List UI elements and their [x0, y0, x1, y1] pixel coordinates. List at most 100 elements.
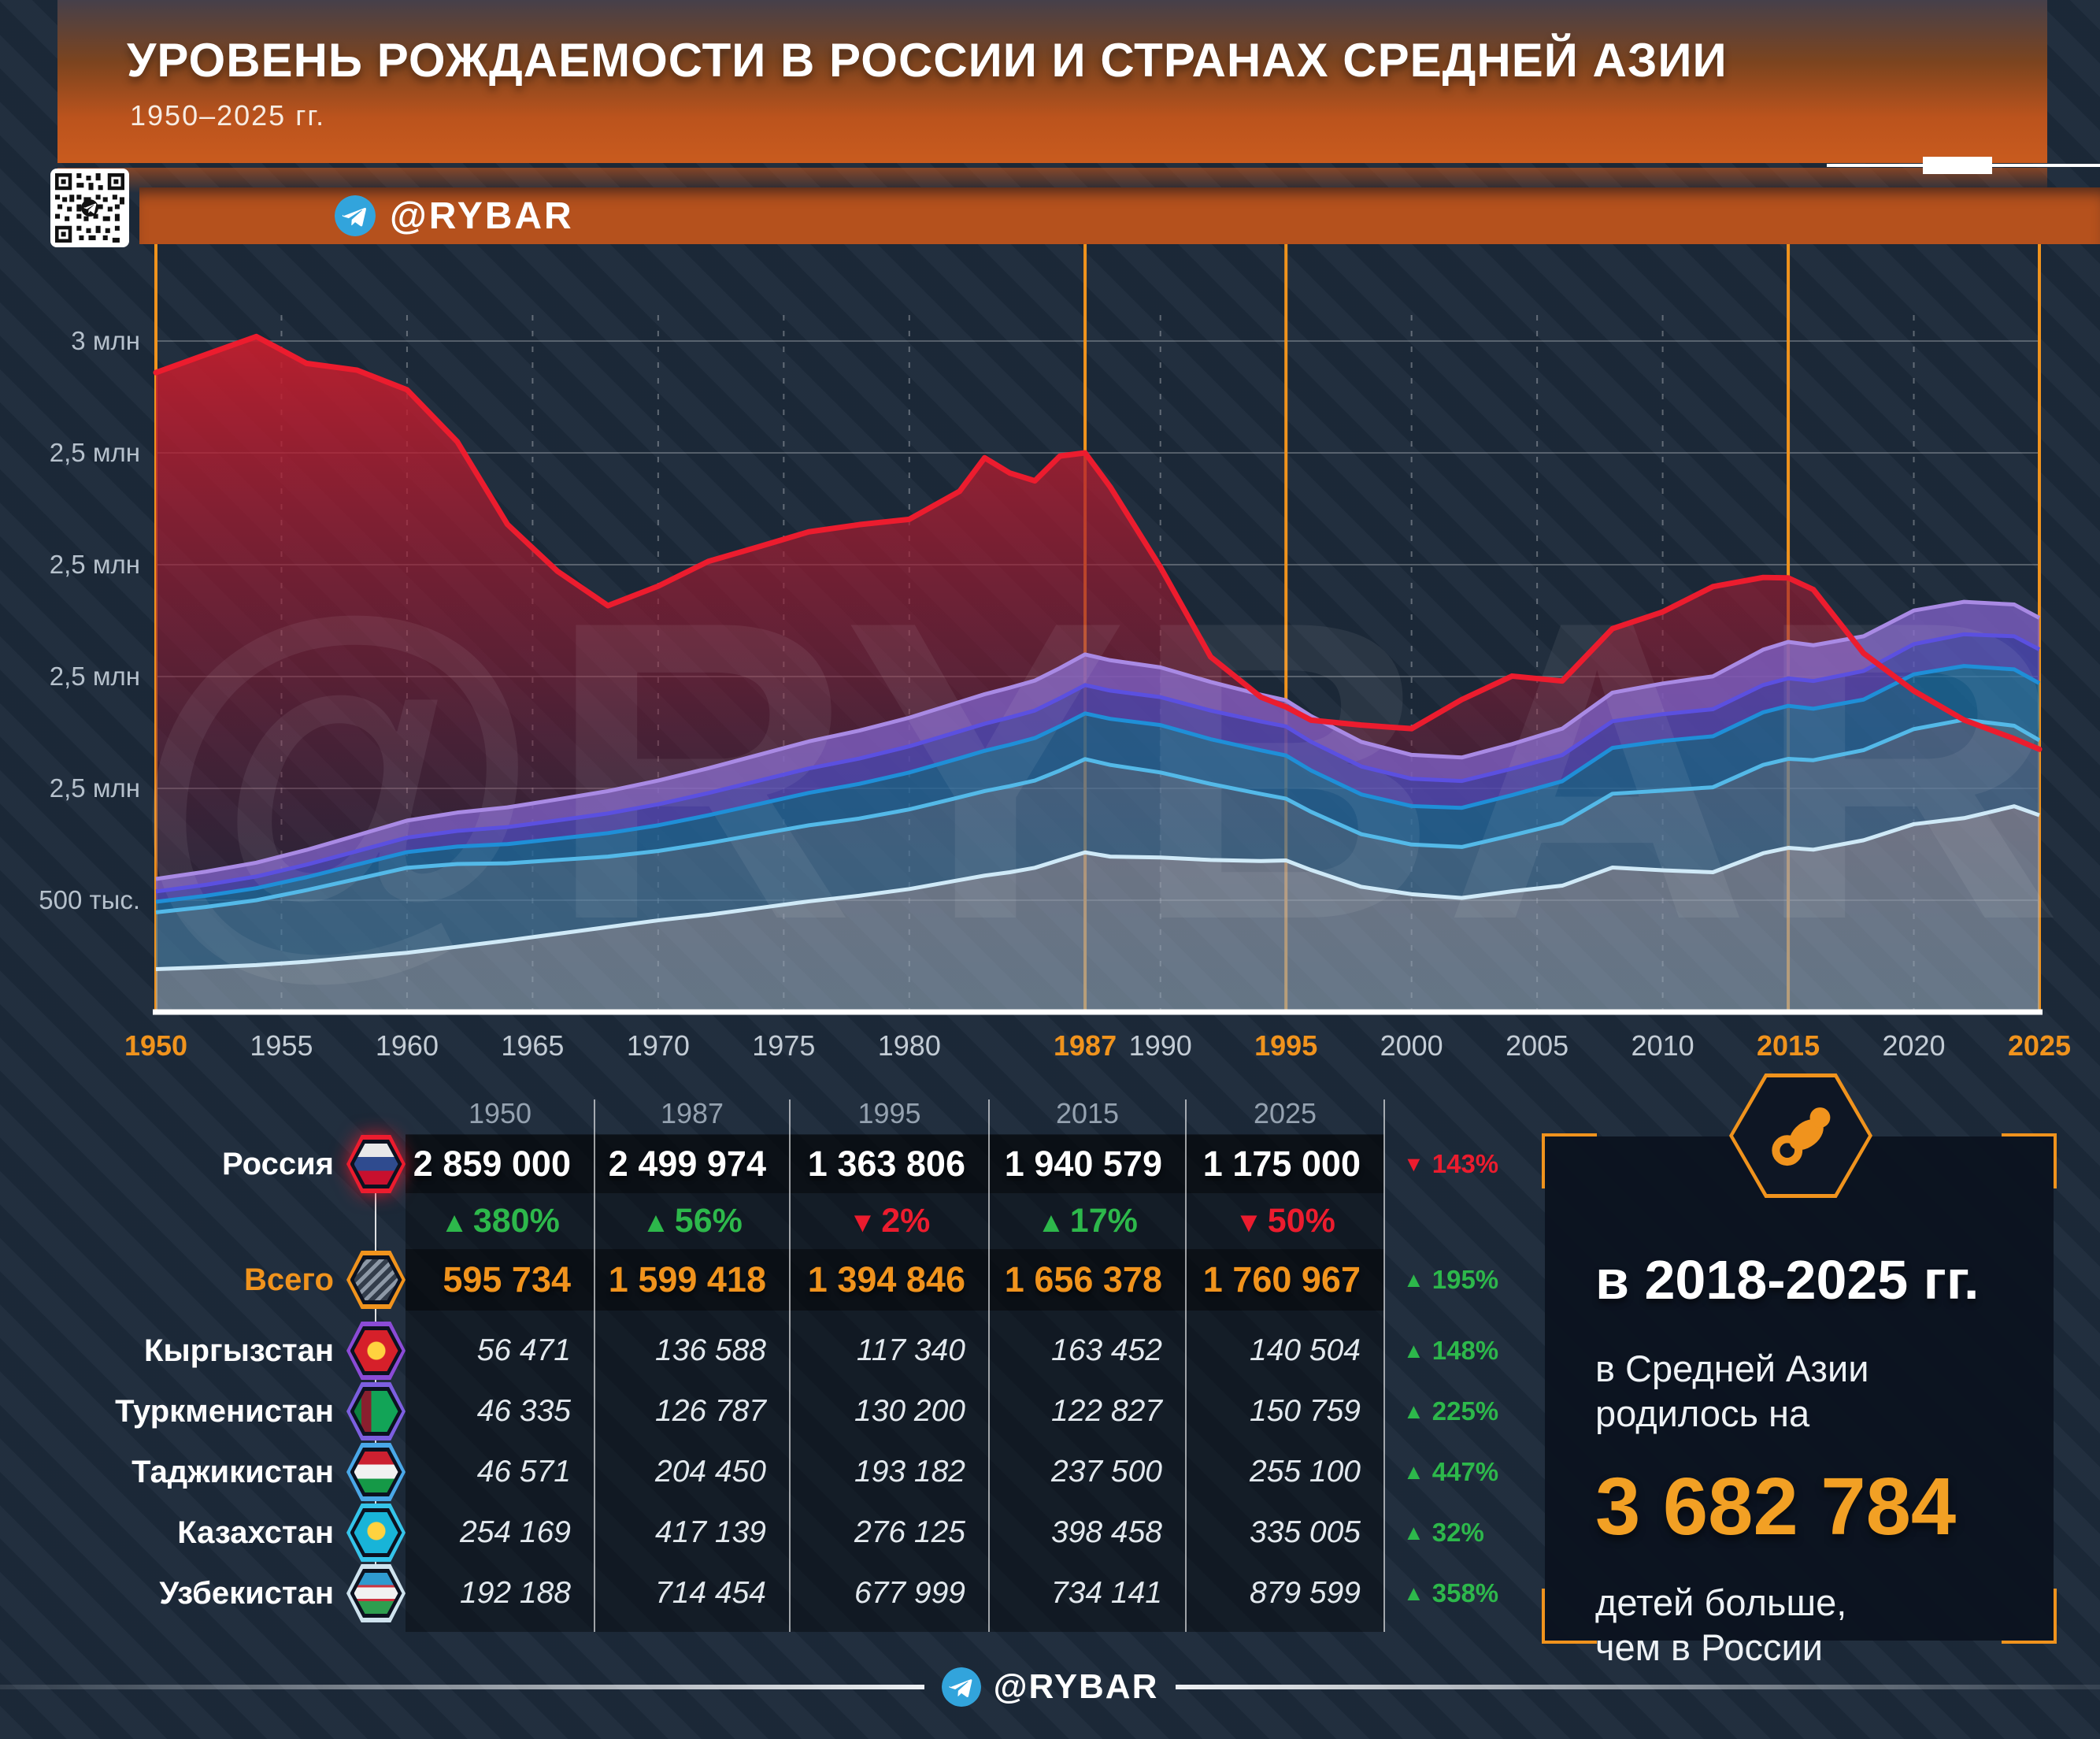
total-row-background — [406, 1249, 1384, 1311]
total-value: 1 394 846 — [807, 1259, 965, 1300]
column-separator — [1185, 1099, 1187, 1632]
area-Узбекистан — [156, 806, 2039, 1012]
table-row-total: Всего 595 734 1 599 418 1 394 846 1 656 … — [87, 1251, 1516, 1309]
cell-value: 136 588 — [655, 1333, 766, 1367]
triangle-down-icon: ▼ — [1403, 1151, 1424, 1176]
column-header-1950: 1950 — [468, 1097, 532, 1129]
cell-value: 56 471 — [476, 1333, 571, 1367]
page-subtitle: 1950–2025 гг. — [130, 99, 326, 132]
cell-value: 254 169 — [460, 1515, 571, 1549]
y-axis-label: 2,5 млн — [50, 438, 140, 467]
change-cell: ▲ 17% — [1037, 1201, 1138, 1240]
summary-text: чем в России — [1595, 1626, 1823, 1668]
russia-line — [153, 333, 2043, 752]
header-decoration-block — [1923, 157, 1992, 174]
footer-brand[interactable]: @RYBAR — [941, 1667, 1159, 1707]
column-separator — [789, 1099, 791, 1632]
y-axis-label: 500 тыс. — [39, 885, 140, 914]
cell-value: 417 139 — [655, 1515, 766, 1549]
column-header-2015: 2015 — [1055, 1097, 1120, 1129]
x-axis-label: 2000 — [1380, 1029, 1443, 1062]
cell-value: 677 999 — [854, 1576, 965, 1610]
summary-number: 3 682 784 — [1595, 1460, 1957, 1552]
row-label-total: Всего — [244, 1262, 334, 1297]
x-axis-label: 1960 — [376, 1029, 439, 1062]
line-Узбекистан — [155, 804, 2040, 971]
tajikistan-flag-icon — [346, 1443, 406, 1501]
x-axis-label: 2005 — [1506, 1029, 1569, 1062]
summary-period: в 2018-2025 гг. — [1595, 1249, 1980, 1311]
row-label: Кыргызстан — [144, 1333, 334, 1368]
table-header-row: 1950 1987 1995 2015 2025 — [87, 1096, 1516, 1131]
total-value: 1 760 967 — [1202, 1259, 1361, 1300]
triangle-up-icon: ▲ — [1037, 1205, 1065, 1238]
summary-text: в Средней Азии — [1595, 1348, 1869, 1389]
footer-line — [0, 1685, 924, 1689]
telegram-icon — [941, 1667, 981, 1707]
cell-value: 163 452 — [1051, 1333, 1162, 1367]
area-Кыргызстан — [156, 602, 2039, 892]
cell-value: 734 141 — [1051, 1576, 1162, 1610]
cell-value: 398 458 — [1051, 1515, 1162, 1549]
russia-value: 2 859 000 — [413, 1144, 571, 1184]
russia-total-change: ▼ 143% — [1403, 1149, 1499, 1178]
total-icon — [346, 1251, 406, 1309]
cell-value: 255 100 — [1250, 1455, 1361, 1489]
row-label: Узбекистан — [159, 1575, 334, 1611]
row-label-russia: Россия — [221, 1146, 334, 1181]
total-change: ▲ 195% — [1403, 1265, 1499, 1294]
x-axis-label: 2025 — [2008, 1029, 2071, 1062]
russia-value: 1 363 806 — [807, 1144, 965, 1184]
x-axis-label: 1995 — [1254, 1029, 1317, 1062]
cell-value: 237 500 — [1051, 1455, 1162, 1489]
corner-bracket — [2002, 1589, 2057, 1644]
qr-code[interactable] — [50, 169, 129, 247]
change-cell: ▲ 380% — [440, 1201, 560, 1240]
triangle-up-icon: ▲ — [1403, 1520, 1424, 1544]
triangle-up-icon: ▲ — [1403, 1267, 1424, 1292]
pacifier-icon — [1772, 1107, 1831, 1166]
change-cell: ▼ 50% — [1235, 1201, 1335, 1240]
triangle-up-icon: ▲ — [1403, 1581, 1424, 1605]
x-axis-label: 1980 — [878, 1029, 941, 1062]
row-label: Таджикистан — [131, 1454, 334, 1489]
column-header-1995: 1995 — [857, 1097, 921, 1129]
column-separator — [594, 1099, 595, 1632]
x-axis-label: 1955 — [250, 1029, 313, 1062]
banner-handle: @RYBAR — [390, 195, 574, 237]
cell-value: 126 787 — [655, 1394, 766, 1428]
x-axis-label: 1965 — [501, 1029, 564, 1062]
line-Кыргызстан — [155, 599, 2041, 881]
telegram-banner[interactable]: @RYBAR — [139, 187, 2100, 244]
russia-value: 2 499 974 — [608, 1144, 766, 1184]
cell-value: 879 599 — [1250, 1576, 1361, 1610]
cell-value: 193 182 — [854, 1455, 965, 1489]
table-row-russia-change: ▲ 380% ▲ 56% ▼ 2% ▲ 17% ▼ 50% — [87, 1196, 1516, 1246]
table-row-kyrgyzstan: Кыргызстан 56 471 136 588 117 340 163 45… — [87, 1322, 1516, 1380]
kyrgyzstan-flag-icon — [346, 1322, 406, 1380]
cell-value: 150 759 — [1250, 1394, 1361, 1428]
corner-bracket — [1542, 1589, 1597, 1644]
watermark: @RYBAR — [128, 533, 2068, 1008]
kazakhstan-flag-icon — [346, 1504, 406, 1562]
line-Казахстан — [155, 717, 2041, 914]
cell-value: 714 454 — [655, 1576, 766, 1610]
cell-value: 192 188 — [460, 1576, 571, 1610]
triangle-up-icon: ▲ — [642, 1205, 670, 1238]
total-value: 1 656 378 — [1004, 1259, 1162, 1300]
qr-code-pattern — [55, 173, 124, 243]
total-value: 595 734 — [443, 1259, 571, 1300]
country-change: ▲ 148% — [1403, 1336, 1499, 1365]
cell-value: 46 335 — [476, 1394, 571, 1428]
cell-value: 130 200 — [854, 1394, 965, 1428]
footer-handle: @RYBAR — [993, 1667, 1159, 1706]
x-axis-label: 2010 — [1631, 1029, 1694, 1062]
column-separator — [1383, 1099, 1385, 1632]
cell-value: 276 125 — [854, 1515, 965, 1549]
triangle-up-icon: ▲ — [1403, 1338, 1424, 1363]
x-axis-label: 1975 — [752, 1029, 815, 1062]
telegram-icon — [335, 195, 376, 236]
cell-value: 122 827 — [1051, 1394, 1162, 1428]
x-axis-label: 1950 — [124, 1029, 187, 1062]
summary-text: детей больше, — [1595, 1581, 1847, 1623]
